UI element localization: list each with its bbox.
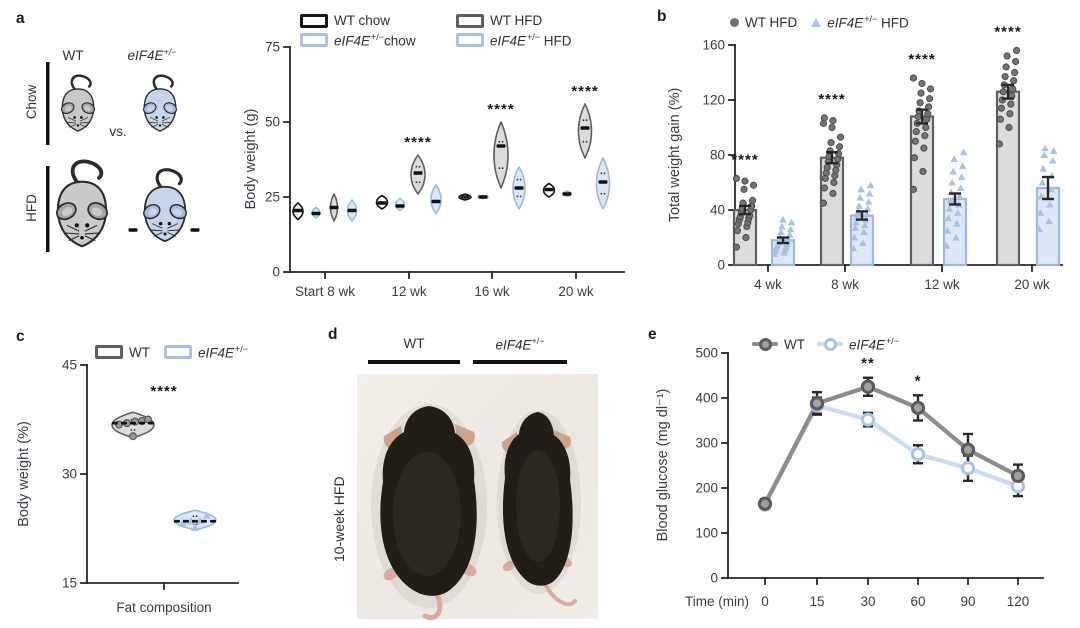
svg-text:0: 0 xyxy=(717,258,725,273)
legend-item-wt-chow: WT chow xyxy=(300,13,456,28)
svg-text:****: **** xyxy=(731,151,758,168)
svg-text:90: 90 xyxy=(960,594,975,609)
svg-text:****: **** xyxy=(487,101,514,118)
svg-text:120: 120 xyxy=(1007,594,1030,609)
svg-text:Body weight (g): Body weight (g) xyxy=(243,109,259,210)
svg-text:30: 30 xyxy=(860,594,875,609)
blue-triangle-icon xyxy=(811,17,822,27)
panel-e-legend: WT eIF4E+/− xyxy=(752,336,899,353)
svg-text:****: **** xyxy=(404,134,431,151)
blood-glucose-line-chart: 0 100 200 300 400 500 Blood glucose (mg dl⁻¹) 0… xyxy=(655,346,1044,609)
photo-side-label: 10-week HFD xyxy=(331,476,347,562)
panel-e-letter: e xyxy=(648,326,657,343)
mice-drawing xyxy=(55,74,187,248)
svg-text:*: * xyxy=(915,372,922,389)
panel-c-legend: WT eIF4E+/− xyxy=(95,344,248,361)
weight-gain-bar-chart: 0 40 80 120 160 Total weight gain (%) 4 wk 8 wk… xyxy=(667,24,1063,292)
vs-label: vs. xyxy=(109,124,126,139)
mouse-photo xyxy=(357,374,598,621)
svg-text:500: 500 xyxy=(695,346,718,361)
svg-text:****: **** xyxy=(994,24,1021,41)
svg-text:15: 15 xyxy=(62,576,77,591)
hfd-row-label: HFD xyxy=(24,194,39,222)
svg-text:45: 45 xyxy=(62,358,77,373)
cartoon-wt-label: WT xyxy=(63,48,84,63)
svg-text:12 wk: 12 wk xyxy=(924,277,960,292)
svg-text:300: 300 xyxy=(695,436,718,451)
legend-item-ko-hfd-tri: eIF4E+/− HFD xyxy=(811,14,909,31)
svg-text:8 wk: 8 wk xyxy=(831,277,859,292)
photo-wt-underline xyxy=(368,360,460,364)
legend-item-ko-line: eIF4E+/− xyxy=(817,336,899,353)
blue-line-marker-icon xyxy=(817,337,843,352)
legend-item-ko: eIF4E+/− xyxy=(164,344,248,361)
svg-text:15: 15 xyxy=(809,594,824,609)
svg-text:****: **** xyxy=(818,91,845,108)
svg-text:60: 60 xyxy=(910,594,925,609)
svg-text:12 wk: 12 wk xyxy=(391,284,427,299)
svg-text:200: 200 xyxy=(695,481,718,496)
svg-text:40: 40 xyxy=(710,203,725,218)
svg-text:Fat composition: Fat composition xyxy=(116,600,211,615)
legend-item-ko-hfd: eIF4E+/− HFD xyxy=(456,32,572,49)
panel-b-letter: b xyxy=(657,8,667,25)
svg-text:0: 0 xyxy=(761,594,769,609)
svg-text:75: 75 xyxy=(265,40,280,55)
svg-text:0: 0 xyxy=(710,571,718,586)
legend-item-ko-chow: eIF4E+/−chow xyxy=(300,32,456,49)
ko-hfd-swatch-icon xyxy=(456,33,484,48)
panel-b-legend: WT HFD eIF4E+/− HFD xyxy=(730,14,909,31)
chow-row-label: Chow xyxy=(24,84,39,119)
mouse-comparison-cartoon: WT eIF4E+/− Chow HFD vs. xyxy=(24,47,187,252)
svg-text:16 wk: 16 wk xyxy=(474,284,510,299)
svg-text:50: 50 xyxy=(265,115,280,130)
svg-text:30: 30 xyxy=(62,467,77,482)
svg-text:0: 0 xyxy=(272,265,280,280)
svg-text:Total weight gain (%): Total weight gain (%) xyxy=(667,88,683,223)
svg-text:25: 25 xyxy=(265,190,280,205)
chow-row-bracket xyxy=(46,62,50,145)
photo-ko-underline xyxy=(473,360,567,364)
svg-text:****: **** xyxy=(150,383,177,400)
svg-text:400: 400 xyxy=(695,391,718,406)
gray-line-marker-icon xyxy=(752,337,778,352)
panel-c-letter: c xyxy=(16,328,25,345)
panel-a-letter: a xyxy=(16,10,25,27)
svg-text:160: 160 xyxy=(702,38,725,53)
wt-hfd-swatch-icon xyxy=(456,13,484,28)
legend-item-wt-hfd-dot: WT HFD xyxy=(730,14,797,31)
ko-swatch-icon xyxy=(164,345,192,360)
panel-d-letter: d xyxy=(328,326,338,343)
panel-a-legend: WT chow WT HFD eIF4E+/−chow eIF4E+/− HFD xyxy=(300,13,572,49)
svg-text:20 wk: 20 wk xyxy=(1014,277,1050,292)
gray-dot-icon xyxy=(730,17,739,27)
hfd-row-bracket xyxy=(46,166,50,252)
svg-text:4 wk: 4 wk xyxy=(754,277,782,292)
mouse-photo-drawing xyxy=(371,404,581,621)
svg-text:20 wk: 20 wk xyxy=(558,284,594,299)
wt-swatch-icon xyxy=(95,345,123,360)
legend-item-wt-line: WT xyxy=(752,336,805,353)
svg-text:****: **** xyxy=(908,51,935,68)
svg-text:Time (min): Time (min) xyxy=(685,594,749,609)
cartoon-ko-label: eIF4E+/− xyxy=(127,47,176,63)
svg-text:****: **** xyxy=(571,83,598,100)
svg-text:**: ** xyxy=(861,355,875,372)
body-weight-violin-chart: 0 25 50 75 Body weight (g) Start 8 wk 12 wk 16 … xyxy=(243,40,625,299)
legend-item-wt-hfd: WT HFD xyxy=(456,13,572,28)
svg-text:120: 120 xyxy=(702,93,725,108)
svg-text:Start 8 wk: Start 8 wk xyxy=(295,284,355,299)
fat-composition-violin-chart: 15 30 45 Body weight (%) Fat composition **** xyxy=(16,228,239,615)
svg-text:Blood glucose (mg dl⁻¹): Blood glucose (mg dl⁻¹) xyxy=(655,389,671,542)
wt-chow-swatch-icon xyxy=(300,13,328,28)
legend-item-wt: WT xyxy=(95,344,150,361)
svg-text:Body weight (%): Body weight (%) xyxy=(16,421,32,527)
svg-text:100: 100 xyxy=(695,526,718,541)
photo-wt-label: WT xyxy=(403,336,425,351)
ko-chow-swatch-icon xyxy=(300,33,328,48)
svg-text:80: 80 xyxy=(710,148,725,163)
photo-ko-label: eIF4E+/− xyxy=(495,336,545,353)
